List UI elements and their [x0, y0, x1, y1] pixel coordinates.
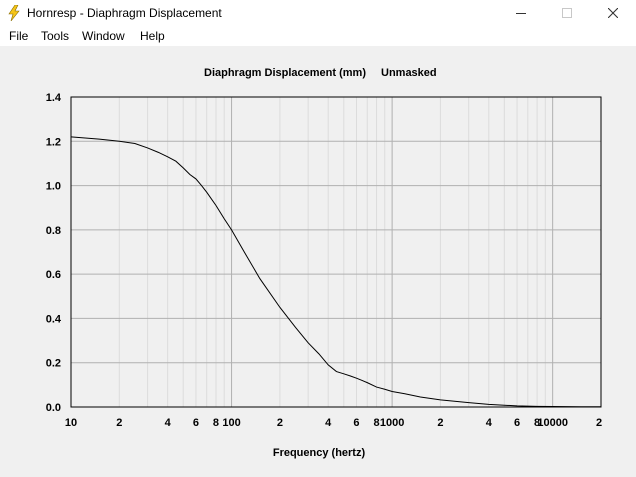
plot-frame [70, 96, 602, 408]
x-tick-label: 6 [193, 417, 199, 429]
major-grid [71, 97, 601, 407]
x-tick-label: 8 [213, 417, 219, 429]
maximize-button[interactable] [544, 0, 590, 26]
x-tick-label: 8 [373, 417, 379, 429]
y-tick-label: 0.6 [46, 269, 61, 281]
y-tick-label: 0.2 [46, 358, 61, 370]
x-tick-label: 10 [65, 417, 77, 429]
close-icon [608, 8, 618, 18]
x-tick-label: 2 [116, 417, 122, 429]
chart-title-note: Unmasked [381, 67, 437, 79]
y-tick-label: 1.0 [46, 181, 61, 193]
title-bar: Hornresp - Diaphragm Displacement [0, 0, 636, 26]
y-tick-label: 0.4 [46, 313, 62, 325]
y-tick-label: 0.0 [46, 402, 61, 414]
x-tick-label: 4 [325, 417, 332, 429]
y-tick-label: 0.8 [46, 225, 61, 237]
x-tick-label: 4 [165, 417, 172, 429]
x-tick-label: 1000 [380, 417, 404, 429]
chart-area: Diaphragm Displacement (mm) Unmasked 0.0… [0, 46, 636, 472]
x-tick-label: 6 [353, 417, 359, 429]
y-tick-label: 1.4 [46, 92, 62, 104]
x-tick-label: 4 [486, 417, 493, 429]
x-tick-label: 2 [437, 417, 443, 429]
minimize-icon [516, 13, 526, 14]
maximize-icon [562, 8, 572, 18]
menu-window[interactable]: Window [82, 29, 125, 43]
y-axis-labels: 0.0 0.2 0.4 0.6 0.8 1.0 1.2 1.4 [46, 92, 62, 414]
displacement-chart: Diaphragm Displacement (mm) Unmasked 0.0… [46, 67, 602, 459]
x-tick-label: 2 [277, 417, 283, 429]
series-line [70, 136, 601, 408]
x-tick-label: 8 [534, 417, 540, 429]
x-tick-label: 10000 [537, 417, 568, 429]
menu-help[interactable]: Help [140, 29, 165, 43]
minor-grid [118, 97, 546, 407]
x-axis-title: Frequency (hertz) [273, 447, 366, 459]
lightning-bolt-icon [8, 5, 20, 21]
close-button[interactable] [590, 0, 636, 26]
window-title: Hornresp - Diaphragm Displacement [27, 6, 222, 20]
chart-title: Diaphragm Displacement (mm) [204, 67, 366, 79]
minimize-button[interactable] [498, 0, 544, 26]
x-tick-label: 100 [222, 417, 240, 429]
menu-bar: File Tools Window Help [0, 26, 636, 46]
menu-file[interactable]: File [9, 29, 29, 43]
x-tick-label: 6 [514, 417, 520, 429]
menu-tools[interactable]: Tools [41, 29, 70, 43]
y-tick-label: 1.2 [46, 136, 61, 148]
x-tick-label: 2 [596, 417, 602, 429]
